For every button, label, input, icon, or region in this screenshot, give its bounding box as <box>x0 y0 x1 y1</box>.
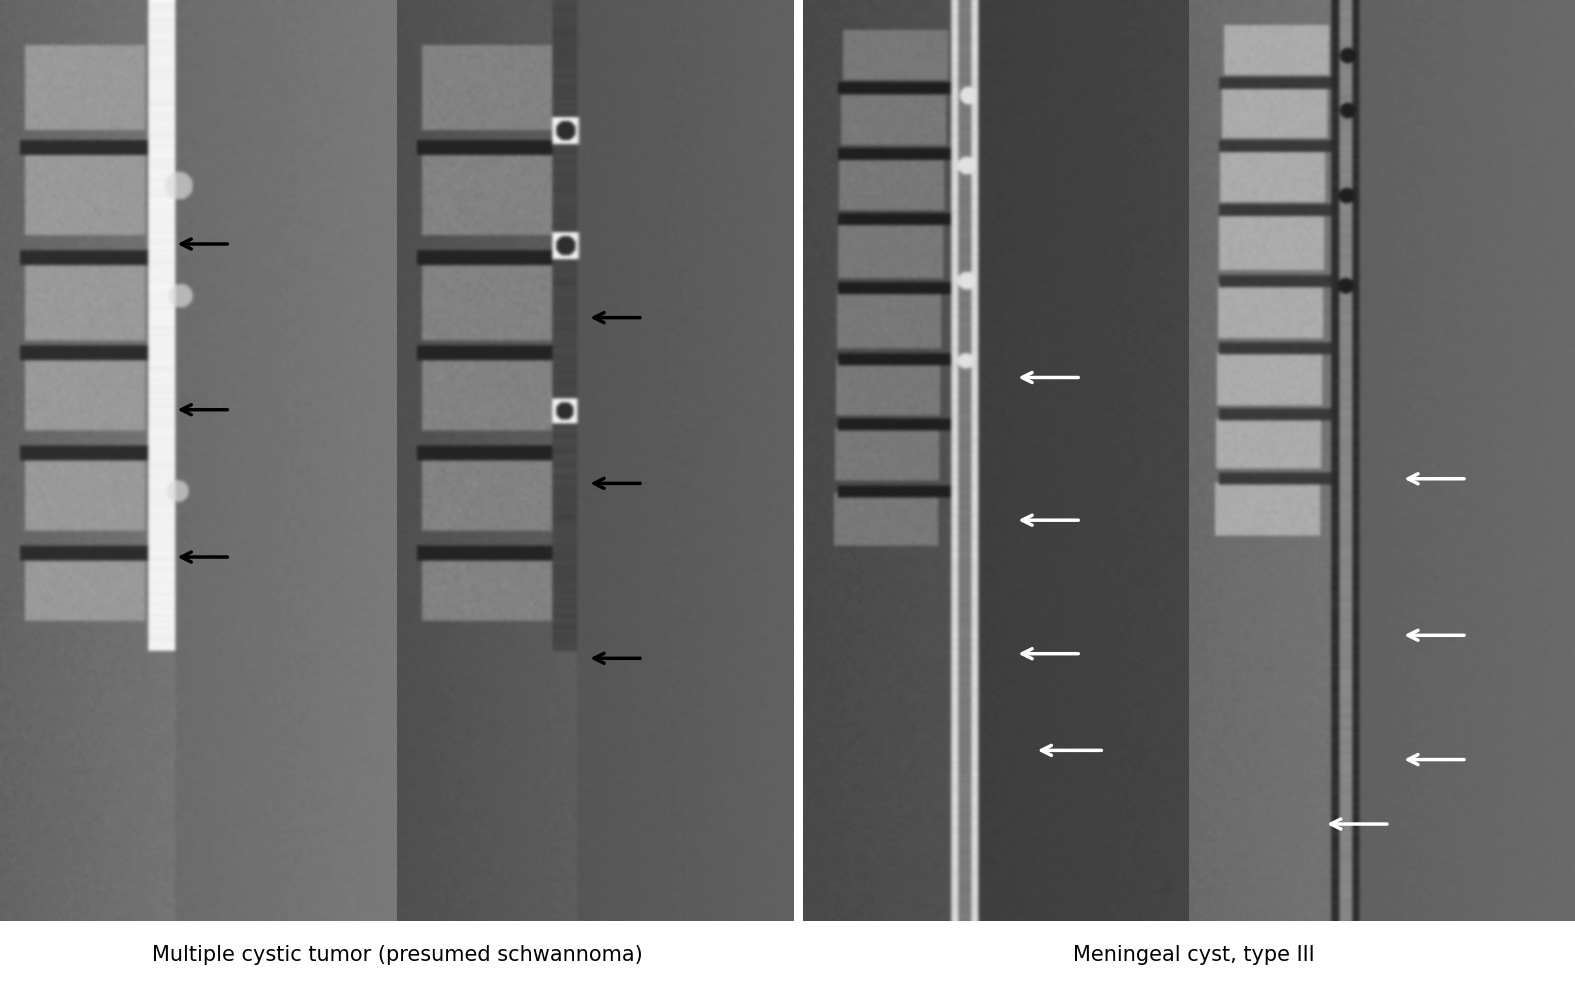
Text: Multiple cystic tumor (presumed schwannoma): Multiple cystic tumor (presumed schwanno… <box>151 945 643 965</box>
Text: Meningeal cyst, type III: Meningeal cyst, type III <box>1073 945 1315 965</box>
